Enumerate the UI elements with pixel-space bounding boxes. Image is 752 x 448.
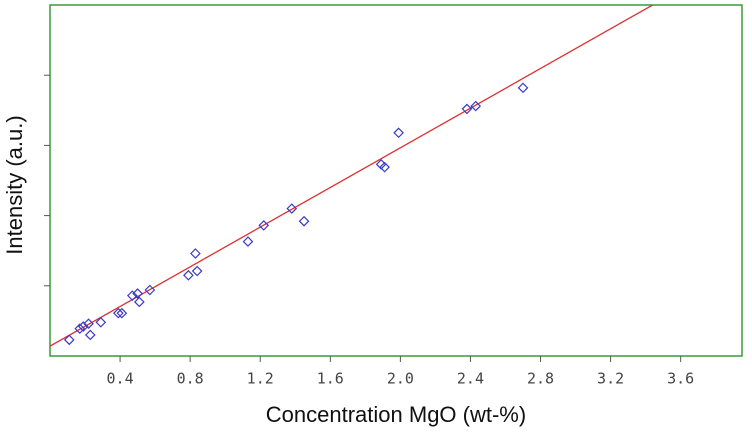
data-point [470, 100, 482, 112]
data-point [132, 288, 143, 299]
data-point [63, 334, 75, 346]
x-tick-label: 0.4 [107, 370, 134, 388]
x-tick-label: 0.8 [177, 370, 204, 388]
data-point [393, 127, 404, 139]
data-point [112, 307, 124, 319]
data-point [286, 203, 298, 214]
plot-frame [49, 4, 743, 357]
fit-line [50, 5, 653, 347]
x-tick-label: 1.2 [247, 370, 274, 388]
data-point [183, 269, 194, 281]
data-point [191, 265, 203, 277]
data-point [258, 220, 270, 231]
data-point [242, 236, 254, 247]
data-point [298, 215, 310, 227]
y-axis-title: Intensity (a.u.) [2, 115, 27, 254]
x-tick-label: 2.8 [527, 370, 554, 388]
x-tick-label: 1.6 [317, 370, 344, 388]
x-axis-title: Concentration MgO (wt-%) [266, 402, 526, 427]
data-point [126, 290, 138, 301]
data-point [517, 82, 529, 94]
data-point [461, 103, 473, 115]
data-point [116, 307, 128, 319]
x-tick-label: 3.6 [667, 370, 694, 388]
data-point [95, 316, 107, 328]
data-point [190, 248, 201, 259]
data-point [77, 321, 89, 332]
data-point [144, 284, 156, 296]
data-point [74, 323, 86, 334]
x-tick-label: 2.0 [387, 370, 414, 388]
plot-area [50, 5, 653, 347]
data-point [83, 318, 94, 330]
data-point [84, 329, 96, 341]
x-tick-label: 2.4 [457, 370, 484, 388]
data-point [379, 161, 390, 173]
x-tick-label: 3.2 [597, 370, 624, 388]
data-point [133, 296, 145, 308]
